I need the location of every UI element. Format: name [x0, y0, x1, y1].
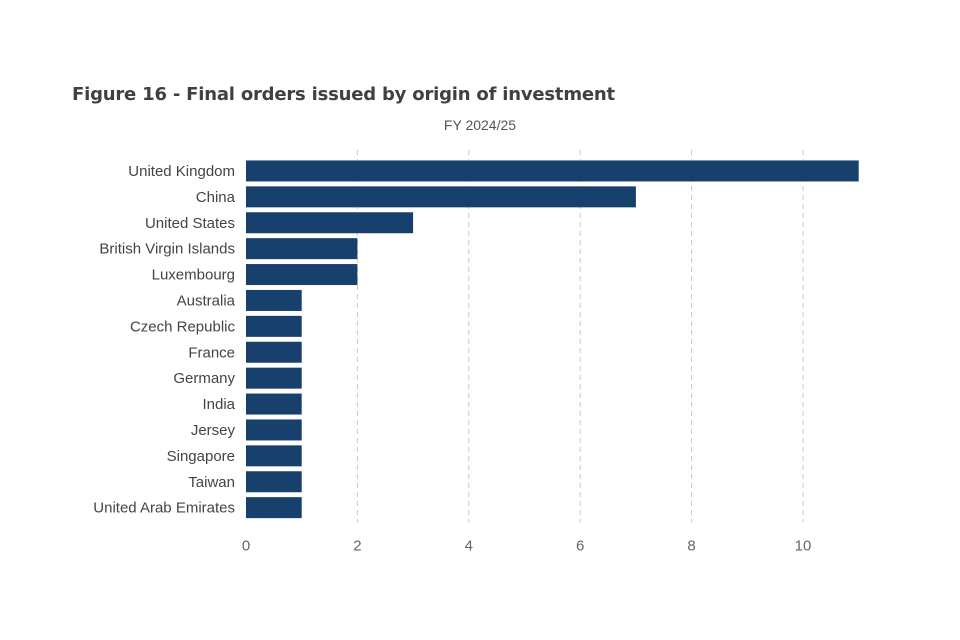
bar [246, 341, 302, 363]
category-labels: United Kingdom China United States British … [93, 163, 235, 517]
category-label: Singapore [167, 448, 235, 465]
bar [246, 471, 302, 493]
bar [246, 315, 302, 337]
bar [246, 238, 358, 260]
x-axis-tick-labels: 0 2 4 6 8 10 [242, 538, 812, 555]
x-tick-label: 0 [242, 538, 250, 555]
category-label: United Kingdom [128, 163, 235, 180]
chart-subtitle: FY 2024/25 [443, 117, 517, 133]
category-label: United Arab Emirates [93, 500, 235, 517]
bar [246, 212, 414, 234]
category-label: Australia [177, 292, 236, 309]
category-label: Czech Republic [130, 318, 236, 335]
x-tick-label: 4 [465, 538, 473, 555]
bar [246, 393, 302, 415]
category-label: United States [145, 215, 235, 232]
bar [246, 186, 636, 208]
category-label: Luxembourg [152, 267, 235, 284]
x-tick-label: 10 [795, 538, 812, 555]
grid-lines [356, 150, 804, 523]
x-tick-label: 6 [576, 538, 584, 555]
x-tick-label: 8 [687, 538, 695, 555]
bar [246, 367, 302, 389]
bar [246, 160, 859, 182]
category-label: British Virgin Islands [99, 241, 235, 258]
category-label: China [196, 189, 236, 206]
category-label: Germany [173, 370, 235, 387]
bar [246, 264, 358, 286]
chart-title: Figure 16 - Final orders issued by origi… [72, 84, 615, 105]
bars [246, 160, 859, 519]
bar [246, 419, 302, 441]
category-label: Jersey [191, 422, 236, 439]
bar [246, 289, 302, 311]
x-tick-label: 2 [353, 538, 361, 555]
category-label: India [202, 396, 235, 413]
category-label: Taiwan [188, 474, 235, 491]
category-label: France [188, 344, 235, 361]
bar [246, 445, 302, 467]
bar [246, 497, 302, 519]
